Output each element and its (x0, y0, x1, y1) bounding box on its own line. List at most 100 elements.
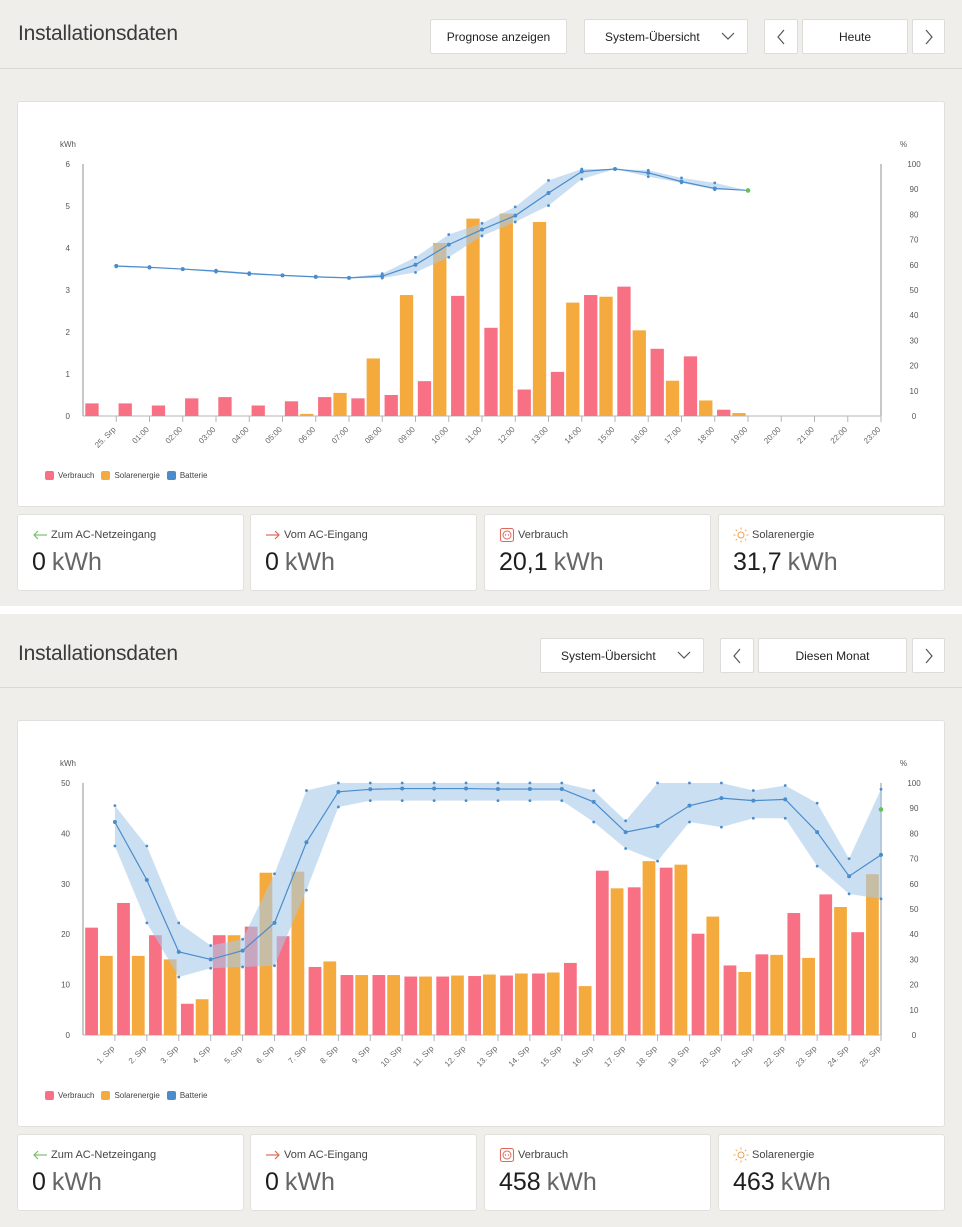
x-tick-label: 1. Srp (95, 1044, 117, 1066)
battery-min-point (209, 966, 213, 970)
battery-min-point (336, 805, 340, 809)
bar-verbrauch (550, 371, 565, 416)
arrow-left-icon (33, 1150, 47, 1160)
forecast-button[interactable]: Prognose anzeigen (430, 19, 567, 54)
installation-panel-today: Installationsdaten Prognose anzeigen Sys… (0, 0, 962, 606)
x-tick-label: 22:00 (829, 425, 850, 446)
battery-max-point (879, 787, 883, 791)
stat-number: 0 (265, 1168, 279, 1196)
x-tick-label: 16:00 (629, 425, 650, 446)
x-tick-label: 18. Srp (634, 1044, 659, 1069)
stat-consumption: Verbrauch 20,1 kWh (484, 514, 711, 591)
x-tick-label: 09:00 (396, 425, 417, 446)
y2-tick-label: 30 (910, 336, 919, 345)
stat-value: 0 kWh (32, 548, 102, 577)
x-tick-label: 23. Srp (794, 1044, 819, 1069)
bar-solar (610, 888, 624, 1035)
bar-solar (834, 906, 847, 1035)
period-button[interactable]: Heute (802, 19, 908, 54)
battery-point (579, 169, 584, 174)
battery-point (513, 213, 518, 218)
bar-verbrauch (819, 894, 833, 1035)
legend-item-verbrauch[interactable]: Verbrauch (45, 1091, 94, 1100)
battery-max-point (414, 255, 417, 259)
stat-from-ac-input: Vom AC-Eingang 0 kWh (250, 1134, 477, 1211)
bar-verbrauch (500, 975, 513, 1035)
battery-max-point (177, 921, 181, 925)
battery-min-point (513, 220, 517, 224)
battery-point (655, 823, 660, 828)
panel-header: Installationsdaten System-Übersicht Dies… (0, 614, 962, 688)
bar-solar (738, 972, 752, 1035)
bar-solar (195, 999, 209, 1035)
legend-item-battery[interactable]: Batterie (166, 471, 207, 480)
view-select[interactable]: System-Übersicht (540, 638, 704, 673)
stat-number: 458 (499, 1168, 541, 1196)
bar-solar (674, 864, 688, 1035)
bar-solar (802, 957, 815, 1035)
view-select[interactable]: System-Übersicht (584, 19, 748, 54)
battery-range-band (114, 783, 882, 978)
bar-solar (665, 380, 680, 416)
y2-tick-label: 100 (907, 160, 921, 169)
x-tick-label: 20. Srp (698, 1044, 723, 1069)
legend-item-verbrauch[interactable]: Verbrauch (45, 471, 94, 480)
battery-max-point (560, 781, 564, 785)
x-tick-label: 12. Srp (443, 1044, 468, 1069)
previous-period-button[interactable] (764, 19, 798, 54)
legend-item-solar[interactable]: Solarenergie (101, 471, 160, 480)
bar-verbrauch (384, 395, 398, 416)
bar-verbrauch (117, 902, 130, 1035)
stat-unit: kWh (284, 1168, 335, 1196)
chevron-left-icon (777, 29, 785, 44)
y2-tick-label: 0 (912, 1031, 917, 1040)
stat-value: 31,7 kWh (733, 548, 838, 577)
battery-min-point (113, 844, 117, 848)
stat-from-ac-input: Vom AC-Eingang 0 kWh (250, 514, 477, 591)
stat-label: Verbrauch (518, 1149, 569, 1161)
x-tick-label: 08:00 (363, 425, 384, 446)
battery-point (719, 796, 724, 801)
battery-min-point (273, 964, 276, 968)
legend-item-solar[interactable]: Solarenergie (101, 1091, 160, 1100)
battery-min-point (528, 799, 532, 803)
battery-min-point (879, 897, 883, 901)
legend-item-battery[interactable]: Batterie (166, 1091, 207, 1100)
battery-max-point (447, 233, 451, 236)
battery-max-point (624, 819, 628, 823)
x-tick-label: 10. Srp (379, 1044, 404, 1069)
sun-icon (733, 527, 749, 543)
battery-min-point (241, 965, 245, 969)
previous-period-button[interactable] (720, 638, 754, 673)
battery-min-point (713, 188, 717, 192)
bar-verbrauch (755, 954, 769, 1035)
chevron-left-icon (733, 648, 741, 663)
bar-verbrauch (340, 975, 354, 1035)
battery-point (240, 948, 245, 953)
bar-solar (300, 413, 314, 416)
battery-line (116, 168, 749, 279)
battery-min-point (783, 816, 787, 820)
battery-min-point (400, 799, 404, 803)
next-period-button[interactable] (912, 638, 945, 673)
installation-panel-month: Installationsdaten System-Übersicht Dies… (0, 614, 962, 1227)
y-tick-label: 30 (61, 880, 70, 889)
y2-tick-label: 70 (910, 855, 919, 864)
battery-point (591, 799, 596, 804)
period-button[interactable]: Diesen Monat (758, 638, 907, 673)
chart-card: kWh% 0 1 2 3 4 5 6 0 10 20 30 40 50 60 70 80 90 100 25. Srp… (17, 101, 945, 507)
stat-label: Zum AC-Netzeingang (51, 529, 157, 541)
bar-solar (366, 358, 380, 416)
bar-solar (433, 242, 447, 416)
x-tick-label: 04:00 (230, 425, 251, 446)
bar-verbrauch (851, 932, 865, 1035)
page-title: Installationsdaten (18, 22, 178, 45)
arrow-right-icon (266, 530, 280, 540)
battery-point (304, 840, 309, 845)
next-period-button[interactable] (912, 19, 945, 54)
battery-min-point (624, 847, 628, 850)
battery-min-point (688, 820, 691, 824)
x-tick-label: 19. Srp (666, 1044, 691, 1069)
y2-tick-label: 100 (907, 779, 921, 788)
y2-tick-label: 40 (910, 930, 919, 939)
